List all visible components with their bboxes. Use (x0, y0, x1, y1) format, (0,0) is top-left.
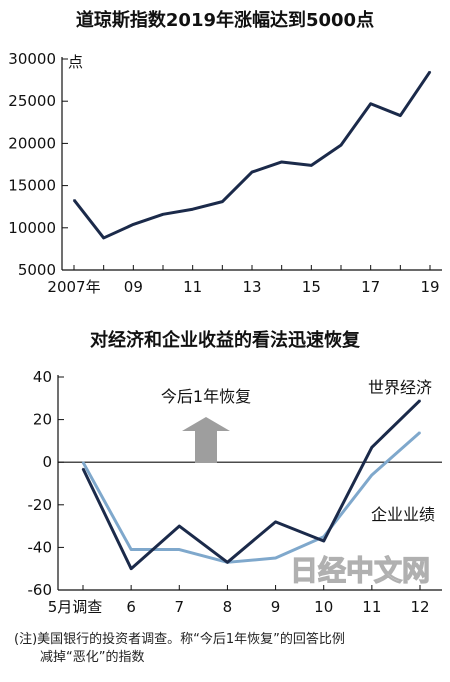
y-tick-label: 25000 (8, 92, 56, 110)
x-tick-label: 11 (362, 598, 381, 616)
x-tick-label: 15 (302, 278, 321, 296)
data-point (221, 200, 224, 203)
y-tick-label: 20000 (8, 134, 56, 152)
data-point (251, 171, 253, 173)
chart1-title: 道琼斯指数2019年涨幅达到5000点 (75, 10, 375, 31)
y-unit-label: 点 (68, 53, 83, 71)
x-tick-label: 2007年 (47, 278, 100, 296)
data-point (274, 557, 277, 559)
series-line (81, 399, 422, 571)
data-point (130, 548, 132, 551)
data-point (419, 399, 421, 402)
series-label: 企业业绩 (371, 505, 435, 524)
data-point (82, 467, 84, 470)
series-label: 世界经济 (368, 378, 432, 397)
data-point (369, 102, 372, 105)
series-line (72, 70, 432, 240)
data-point (226, 561, 229, 564)
x-tick-label: 09 (124, 278, 143, 296)
y-tick-label: 15000 (8, 177, 56, 195)
y-tick-label: -60 (28, 581, 53, 599)
data-point (178, 525, 181, 527)
data-point (399, 114, 402, 117)
dow-jones-chart: 30000 25000 20000 15000 10000 5000 2007年 09 11 1… (8, 50, 442, 296)
data-point (130, 567, 132, 570)
y-tick-label: 30000 (8, 50, 56, 68)
sentiment-chart: 40 20 0 -20 -40 -60 5月调查 6 7 8 9 10 11 12 今后1年恢复 世界经… (28, 368, 442, 616)
data-point (132, 223, 135, 226)
y-tick-label: -20 (28, 496, 53, 514)
x-tick-label: 7 (175, 598, 185, 616)
data-point (82, 461, 84, 463)
footnote-line-1: (注)美国银行的投资者调查。称“今后1年恢复”的回答比例 (14, 632, 345, 647)
x-tick-label: 17 (361, 278, 380, 296)
data-point (280, 161, 283, 163)
y-tick-label: 5000 (18, 261, 56, 279)
x-tick-label: 10 (314, 598, 333, 616)
y-tick-label: 0 (42, 453, 52, 471)
data-point (274, 521, 277, 523)
y-tick-label: -40 (28, 538, 53, 556)
arrow-shape (182, 417, 230, 463)
data-point (102, 237, 105, 239)
x-tick-label: 5月调查 (48, 598, 103, 616)
x-tick-label: 19 (420, 278, 439, 296)
up-arrow-icon: 今后1年恢复 (161, 387, 251, 463)
chart2-title: 对经济和企业收益的看法迅速恢复 (90, 330, 360, 351)
data-point (340, 144, 342, 146)
x-tick-label: 6 (126, 598, 136, 616)
series-line (81, 431, 421, 564)
data-point (310, 164, 313, 167)
data-point (419, 431, 421, 434)
x-tick-label: 9 (271, 598, 281, 616)
y-tick-label: 20 (33, 411, 52, 429)
y-tick-label: 10000 (8, 219, 56, 237)
data-point (162, 213, 164, 216)
x-tick-label: 11 (183, 278, 202, 296)
data-point (191, 208, 194, 211)
data-point (429, 70, 431, 73)
data-point (73, 199, 75, 201)
x-tick-label: 13 (242, 278, 261, 296)
data-point (371, 474, 373, 476)
data-point (371, 446, 373, 449)
data-point (178, 548, 181, 551)
data-point (322, 540, 325, 542)
watermark: 日经中文网 (290, 554, 430, 587)
footnote-line-2: 减掉“恶化”的指数 (40, 650, 145, 665)
x-tick-label: 8 (223, 598, 233, 616)
y-tick-label: 40 (33, 368, 52, 386)
x-tick-label: 12 (410, 598, 429, 616)
annotation-label: 今后1年恢复 (161, 387, 251, 406)
footnote: (注)美国银行的投资者调查。称“今后1年恢复”的回答比例 减掉“恶化”的指数 (14, 631, 444, 667)
